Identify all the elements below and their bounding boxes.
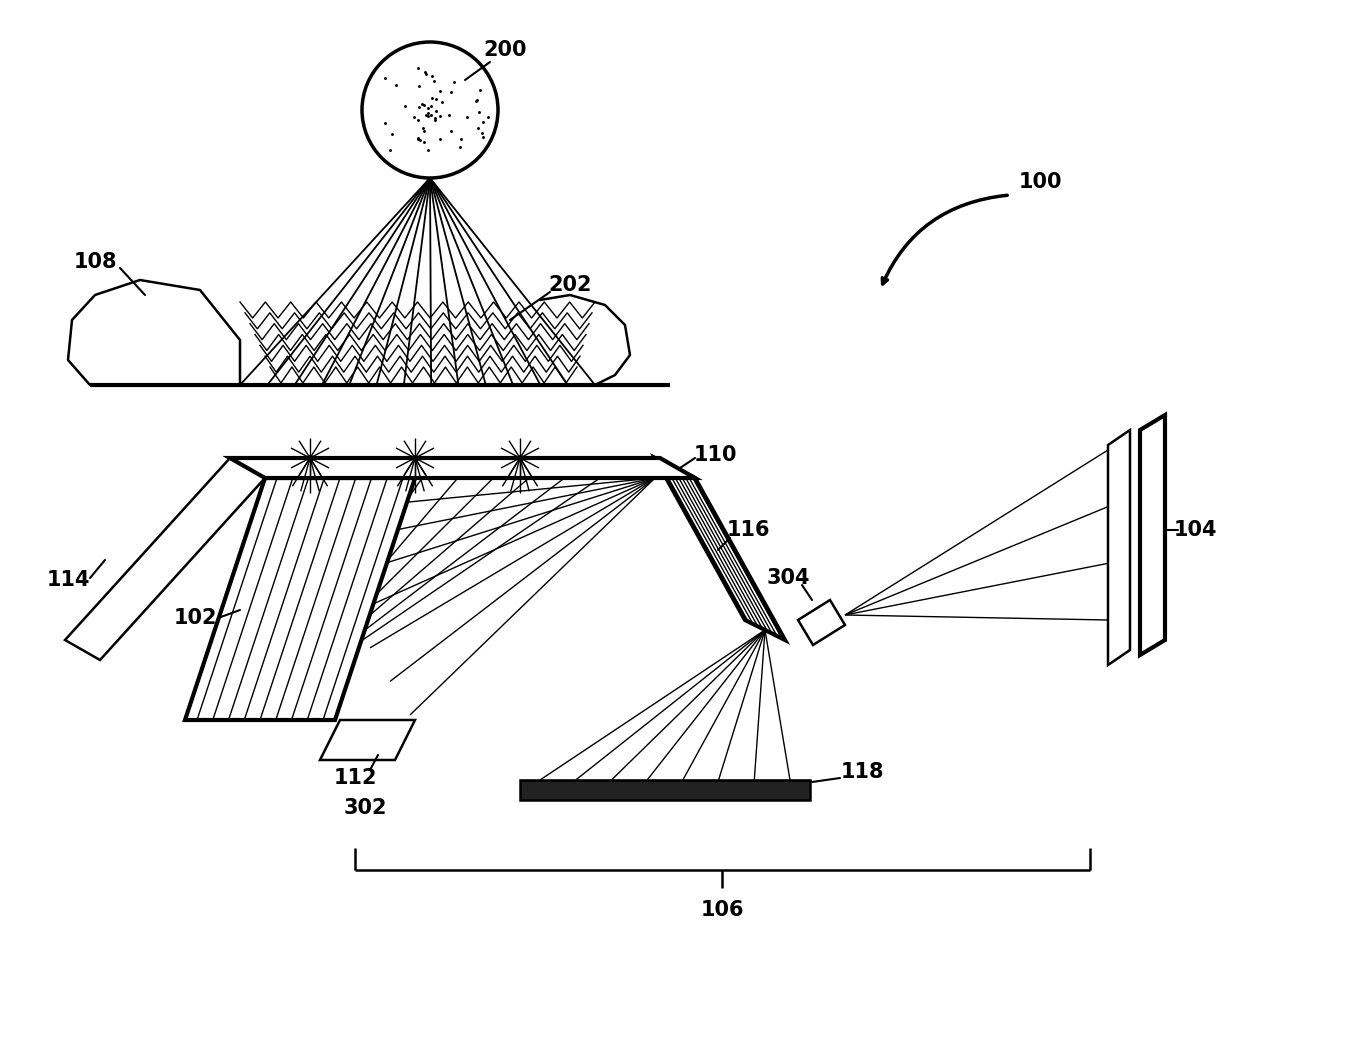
Text: 110: 110 (694, 445, 737, 465)
Text: 112: 112 (333, 768, 377, 788)
Polygon shape (185, 478, 415, 720)
Polygon shape (65, 458, 265, 660)
Text: 202: 202 (549, 275, 592, 295)
Text: 108: 108 (73, 252, 116, 272)
Polygon shape (798, 600, 845, 645)
Polygon shape (320, 720, 415, 760)
Text: 118: 118 (840, 762, 884, 782)
Text: 304: 304 (767, 568, 810, 588)
Polygon shape (230, 458, 695, 478)
Polygon shape (1140, 415, 1165, 655)
Text: 100: 100 (1018, 172, 1061, 192)
Circle shape (362, 42, 498, 178)
Text: 102: 102 (173, 608, 216, 628)
Text: 116: 116 (726, 520, 769, 540)
Polygon shape (1109, 430, 1130, 665)
Polygon shape (654, 458, 786, 640)
Text: 114: 114 (46, 570, 89, 590)
Text: 104: 104 (1174, 520, 1217, 540)
Polygon shape (521, 780, 810, 800)
Text: 106: 106 (700, 900, 744, 920)
Text: 302: 302 (343, 798, 387, 818)
Text: 200: 200 (483, 39, 527, 60)
